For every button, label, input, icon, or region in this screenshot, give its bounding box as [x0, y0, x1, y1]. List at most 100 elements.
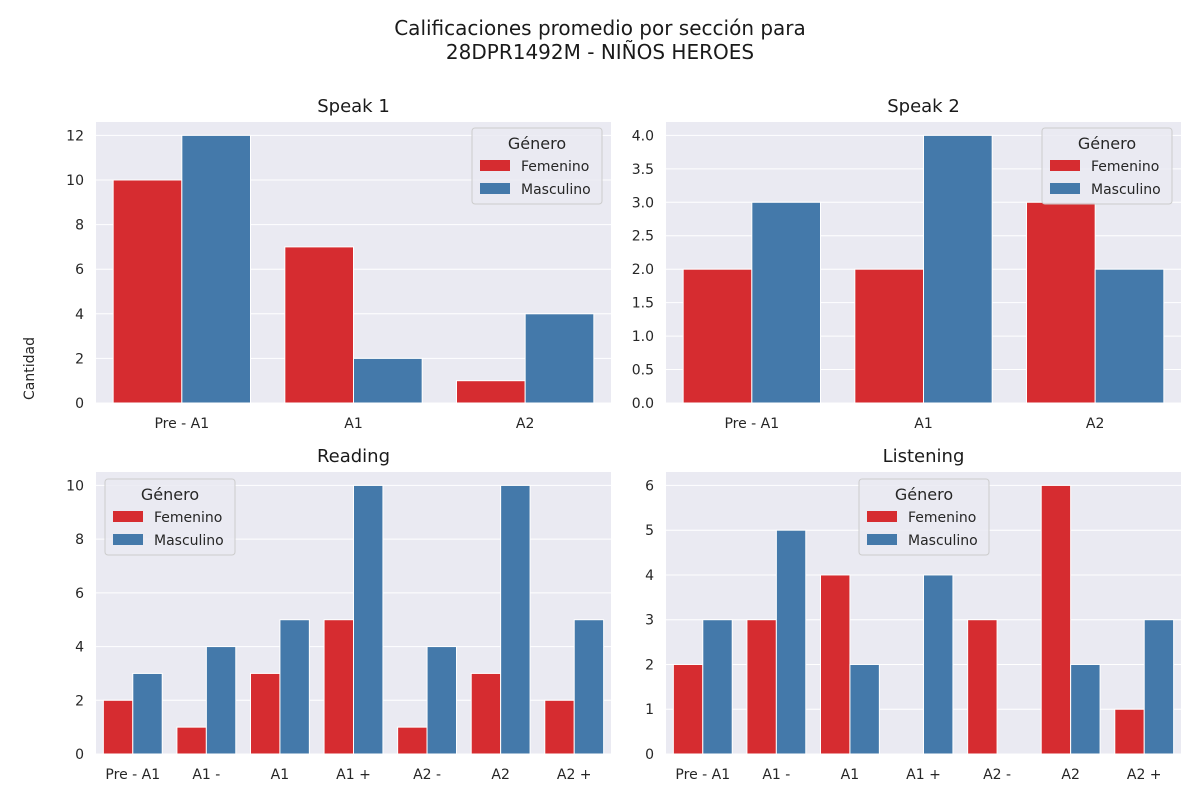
bar-masculino	[353, 357, 423, 404]
subplot-3: 0 2 4 6 8 10 Pre - A1 A1 - A1 A1 + A2 - A2 A2 + Readi…	[66, 446, 611, 783]
x-tick-label: A2	[516, 416, 534, 432]
legend-label: Masculino	[154, 533, 224, 549]
legend-swatch-masculino	[1050, 183, 1080, 194]
legend-label: Femenino	[521, 159, 589, 175]
bar-masculino	[923, 574, 954, 755]
legend-swatch-masculino	[867, 534, 897, 545]
subplot-2: 0.0 0.5 1.0 1.5 2.0 2.5 3.0 3.5 4.0 Pre - A1 A1 A2 S…	[632, 96, 1181, 432]
legend-label: Femenino	[908, 510, 976, 526]
bar-femenino	[1040, 484, 1072, 755]
bar-masculino	[1143, 619, 1175, 755]
subplot-title: Listening	[883, 446, 965, 467]
x-tick-label: Pre - A1	[105, 767, 160, 783]
bar-masculino	[923, 134, 993, 404]
bar-masculino	[279, 619, 310, 755]
x-tick-label: A1 +	[906, 767, 941, 783]
x-tick-label: A2	[1061, 767, 1079, 783]
y-tick-label: 3.0	[632, 195, 654, 211]
x-tick-label: Pre - A1	[154, 416, 209, 432]
bar-femenino	[544, 699, 575, 755]
y-tick-label: 2	[75, 693, 84, 709]
bar-masculino	[751, 201, 821, 404]
legend: Género Femenino Masculino	[858, 478, 990, 556]
y-tick-label: 8	[75, 532, 84, 548]
bar-femenino	[102, 699, 134, 755]
y-tick-label: 6	[75, 262, 84, 278]
bar-femenino	[397, 726, 428, 755]
y-tick-label: 2	[645, 657, 654, 673]
legend: Género Femenino Masculino	[1041, 127, 1173, 205]
legend-title: Género	[1078, 134, 1136, 153]
bar-femenino	[1114, 708, 1145, 755]
bar-masculino	[849, 663, 880, 755]
bar-femenino	[682, 268, 753, 404]
bar-masculino	[500, 484, 531, 755]
bar-femenino	[746, 619, 777, 755]
legend: Género Femenino Masculino	[471, 127, 603, 205]
subplot-title: Speak 1	[317, 96, 390, 117]
bar-femenino	[284, 246, 355, 404]
legend-label: Femenino	[1091, 159, 1159, 175]
y-tick-label: 10	[66, 173, 84, 189]
legend-swatch-femenino	[113, 511, 143, 522]
y-tick-label: 1.0	[632, 329, 654, 345]
x-tick-label: A2 +	[1127, 767, 1162, 783]
bar-masculino	[353, 484, 384, 755]
bar-femenino	[820, 574, 851, 755]
y-tick-label: 2.5	[632, 229, 654, 245]
bar-femenino	[854, 268, 924, 404]
bar-femenino	[1026, 201, 1096, 404]
y-tick-label: 0	[645, 747, 654, 763]
legend-swatch-femenino	[480, 160, 510, 171]
legend-label: Masculino	[908, 533, 978, 549]
y-tick-label: 0.0	[632, 396, 654, 412]
figure-title-line-2: 28DPR1492M - NIÑOS HEROES	[445, 40, 755, 64]
y-tick-label: 4	[75, 307, 84, 323]
bar-femenino	[470, 672, 502, 755]
x-tick-label: A1 -	[192, 767, 220, 783]
legend-swatch-masculino	[480, 183, 510, 194]
bar-masculino	[205, 646, 237, 755]
y-tick-label: 0	[75, 747, 84, 763]
bar-masculino	[524, 313, 595, 404]
y-tick-label: 8	[75, 218, 84, 234]
y-tick-label: 10	[66, 478, 84, 494]
bar-femenino	[112, 179, 183, 404]
bar-femenino	[967, 619, 998, 755]
y-tick-label: 12	[66, 128, 84, 144]
y-tick-label: 3	[645, 613, 654, 629]
legend-label: Masculino	[1091, 182, 1161, 198]
legend-title: Género	[141, 485, 199, 504]
bar-masculino	[181, 134, 251, 404]
x-tick-label: A2	[1086, 416, 1104, 432]
y-tick-label: 3.5	[632, 162, 654, 178]
x-tick-label: Pre - A1	[724, 416, 779, 432]
legend-swatch-femenino	[1050, 160, 1080, 171]
x-tick-label: A2 -	[413, 767, 441, 783]
subplot-title: Speak 2	[887, 96, 960, 117]
bar-masculino	[775, 529, 807, 755]
x-tick-label: A1	[271, 767, 289, 783]
subplot-1: 0 2 4 6 8 10 12 Pre - A1 A1 A2 Speak 1 Género Femeni…	[66, 96, 611, 432]
x-tick-label: Pre - A1	[675, 767, 730, 783]
subplot-4: 0 1 2 3 4 5 6 Pre - A1 A1 - A1 A1 + A2 - A2 A2 + Liste…	[645, 446, 1181, 783]
bar-masculino	[132, 672, 163, 755]
y-tick-label: 1.5	[632, 296, 654, 312]
x-tick-label: A2 +	[557, 767, 592, 783]
y-tick-label: 5	[645, 523, 654, 539]
legend: Género Femenino Masculino	[104, 478, 236, 556]
legend-label: Masculino	[521, 182, 591, 198]
bar-femenino	[176, 726, 207, 755]
bar-masculino	[1070, 663, 1101, 755]
legend-title: Género	[508, 134, 566, 153]
y-tick-label: 4	[645, 568, 654, 584]
y-tick-label: 1	[645, 702, 654, 718]
y-tick-label: 6	[75, 586, 84, 602]
legend-swatch-masculino	[113, 534, 143, 545]
bar-masculino	[573, 619, 605, 755]
x-tick-label: A2 -	[983, 767, 1011, 783]
x-tick-label: A2	[491, 767, 509, 783]
legend-swatch-femenino	[867, 511, 897, 522]
bar-femenino	[672, 663, 704, 755]
